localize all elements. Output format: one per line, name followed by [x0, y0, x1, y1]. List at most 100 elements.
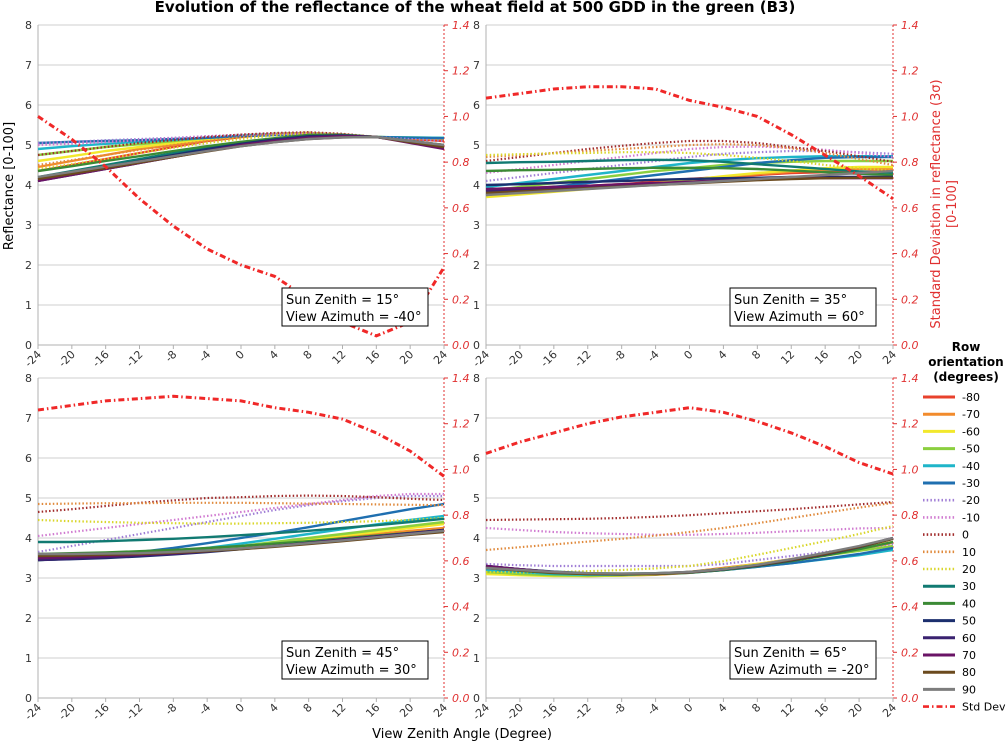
annotation-box [281, 640, 429, 680]
y-tick-label: 6 [473, 99, 480, 112]
x-tick-label: 20 [397, 348, 416, 367]
y-tick-label: 7 [473, 59, 480, 72]
y2-tick-label: 0.2 [452, 293, 470, 306]
series-line-90 [38, 529, 445, 556]
y-axis-label: Reflectance [0-100] [2, 122, 17, 250]
x-tick-label: 4 [715, 701, 729, 715]
x-tick-label: 20 [397, 701, 416, 720]
series-line-90 [485, 169, 894, 197]
x-tick-label: 24 [880, 701, 899, 720]
x-tick-label: -8 [163, 701, 180, 718]
annotation-box [281, 287, 429, 327]
x-tick-label: -12 [124, 701, 146, 723]
legend-label-80: 80 [962, 666, 976, 679]
legend-label--40: -40 [962, 460, 980, 473]
y-tick-label: 3 [25, 219, 32, 232]
legend-title: Row [952, 340, 981, 354]
y2-tick-label: 0.0 [452, 339, 470, 352]
y2-tick-label: 0.6 [901, 555, 919, 568]
y2-tick-label: 0.4 [452, 248, 470, 261]
x-tick-label: -16 [538, 348, 560, 370]
series-line-40 [485, 166, 894, 177]
series-line-30 [38, 517, 445, 544]
x-tick-label: -12 [572, 701, 594, 723]
x-tick-label: 4 [267, 701, 281, 715]
x-tick-label: 4 [715, 348, 729, 362]
y2-tick-label: 1.2 [452, 65, 470, 78]
y2-tick-label: 1.0 [452, 463, 470, 476]
y2-tick-label: 0.8 [901, 509, 919, 522]
x-tick-label: -20 [56, 701, 78, 723]
y2-tick-label: 1.4 [452, 372, 470, 385]
y-tick-label: 1 [25, 299, 32, 312]
x-tick-label: 20 [846, 348, 865, 367]
series-line--10 [37, 131, 445, 147]
x-tick-label: 16 [363, 701, 382, 720]
legend-label-20: 20 [962, 563, 976, 576]
series-line-50 [485, 537, 894, 576]
y-tick-label: 1 [473, 652, 480, 665]
x-tick-label: -16 [538, 701, 560, 723]
chart-title: Evolution of the reflectance of the whea… [155, 0, 796, 16]
x-tick-label: -8 [611, 348, 628, 365]
y-tick-label: 6 [25, 99, 32, 112]
legend-label-90: 90 [962, 683, 976, 696]
y2-tick-label: 0.4 [452, 601, 470, 614]
y2-tick-label: 1.2 [901, 418, 919, 431]
y2-axis-label: Standard Deviation in reflectance (3σ)[0… [929, 79, 960, 328]
legend-label-50: 50 [962, 615, 976, 628]
annotation-box [729, 287, 877, 327]
legend-label-0: 0 [962, 529, 969, 542]
std-dev-line [37, 115, 446, 338]
y-tick-label: 0 [473, 692, 480, 705]
series-line-80 [485, 537, 894, 576]
legend-label-60: 60 [962, 632, 976, 645]
series-line--10 [485, 145, 894, 175]
y-tick-label: 0 [25, 692, 32, 705]
y2-tick-label: 0.6 [452, 555, 470, 568]
x-tick-label: -16 [90, 348, 112, 370]
legend-label-40: 40 [962, 597, 976, 610]
y-tick-label: 0 [25, 339, 32, 352]
x-tick-label: 0 [233, 348, 247, 362]
legend-label--30: -30 [962, 477, 980, 490]
legend-label--60: -60 [962, 425, 980, 438]
annotation-view-azimuth: View Azimuth = 60° [734, 310, 865, 325]
y2-tick-label: 1.2 [452, 418, 470, 431]
series-line--20 [37, 132, 445, 145]
x-tick-label: -8 [611, 701, 628, 718]
y-tick-label: 7 [473, 412, 480, 425]
series-line-70 [485, 536, 894, 576]
x-tick-label: 4 [267, 348, 281, 362]
y2-tick-label: 0.0 [452, 692, 470, 705]
x-tick-label: -16 [90, 701, 112, 723]
std-dev-line [485, 406, 894, 476]
y-tick-label: 5 [473, 139, 480, 152]
y2-tick-label: 1.0 [901, 110, 919, 123]
series-line-0 [37, 131, 445, 157]
y2-axis-label-text: Standard Deviation in reflectance (3σ)[0… [929, 79, 960, 328]
legend-label--80: -80 [962, 391, 980, 404]
series-line-10 [485, 501, 894, 552]
x-tick-label: 16 [812, 701, 831, 720]
x-tick-label: 16 [363, 348, 382, 367]
series-line-60 [485, 536, 894, 576]
y2-tick-label: 0.0 [901, 692, 919, 705]
y-tick-label: 0 [473, 339, 480, 352]
legend-label-30: 30 [962, 580, 976, 593]
x-tick-label: -4 [196, 701, 213, 718]
series-line-10 [37, 501, 445, 507]
x-tick-label: 16 [812, 348, 831, 367]
series-line--10 [485, 526, 894, 536]
annotation-sun-zenith: Sun Zenith = 45° [286, 646, 399, 661]
legend-title: (degrees) [933, 370, 999, 384]
y-tick-label: 3 [473, 219, 480, 232]
annotation-sun-zenith: Sun Zenith = 35° [734, 293, 847, 308]
annotation-view-azimuth: View Azimuth = -20° [734, 663, 869, 678]
x-tick-label: -20 [504, 348, 526, 370]
